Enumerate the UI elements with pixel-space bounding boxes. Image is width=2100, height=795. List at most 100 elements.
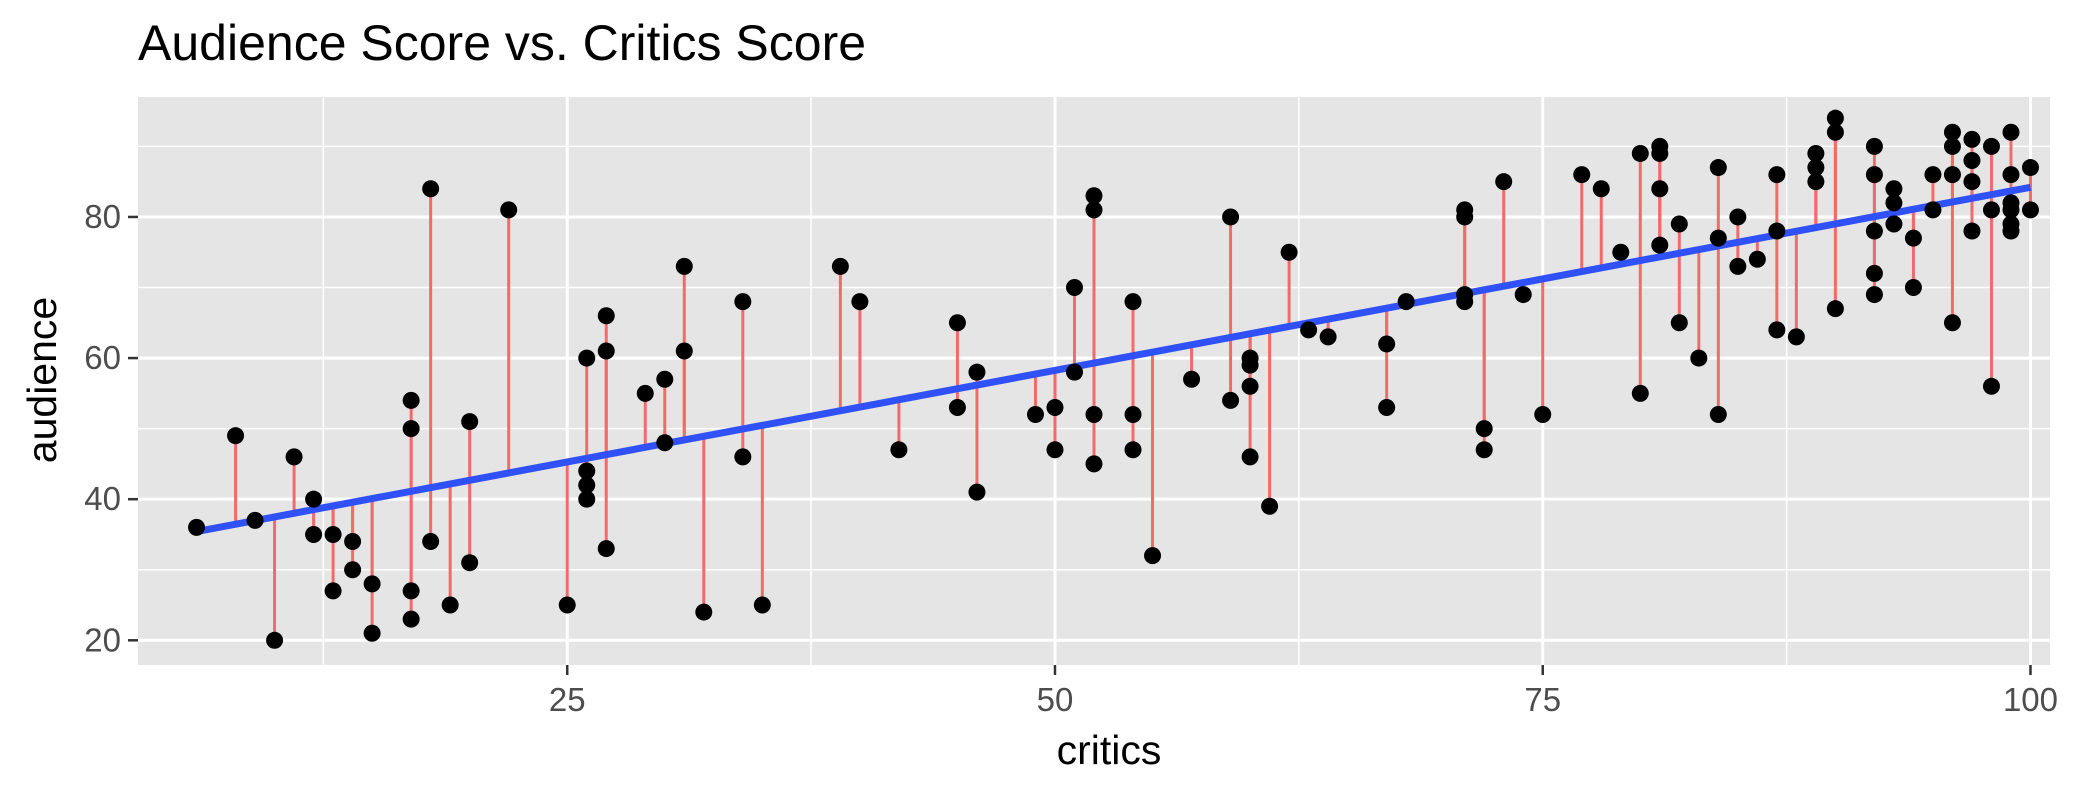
data-point <box>363 575 381 593</box>
data-point <box>1378 335 1396 353</box>
data-point <box>1144 547 1162 565</box>
data-point <box>1046 441 1064 459</box>
data-point <box>246 511 264 529</box>
data-point <box>402 610 420 628</box>
data-point <box>1534 406 1552 424</box>
y-tick-label: 80 <box>84 198 121 235</box>
data-point <box>402 391 420 409</box>
data-point <box>1943 137 1961 155</box>
data-point <box>1865 286 1883 304</box>
data-point <box>1222 391 1240 409</box>
data-point <box>285 448 303 466</box>
data-point <box>1807 144 1825 162</box>
data-point <box>1065 279 1083 297</box>
data-point <box>597 540 615 558</box>
data-point <box>1943 166 1961 184</box>
data-point <box>1787 328 1805 346</box>
data-point <box>1670 314 1688 332</box>
data-point <box>948 314 966 332</box>
data-point <box>1241 356 1259 374</box>
data-point <box>734 448 752 466</box>
data-point <box>1651 144 1669 162</box>
x-axis-ticks: 25 50 75 100 <box>549 665 2058 718</box>
chart-title: Audience Score vs. Critics Score <box>138 15 866 71</box>
data-point <box>1085 187 1103 205</box>
data-point <box>461 554 479 572</box>
data-point <box>1963 222 1981 240</box>
data-point <box>578 476 596 494</box>
data-point <box>1729 257 1747 275</box>
data-point <box>1456 201 1474 219</box>
data-point <box>1046 398 1064 416</box>
data-point <box>2002 123 2020 141</box>
data-point <box>344 533 362 551</box>
data-point <box>753 596 771 614</box>
data-point <box>1300 321 1318 339</box>
data-point <box>1982 377 2000 395</box>
data-point <box>305 525 323 543</box>
x-axis-title: critics <box>1057 727 1162 773</box>
data-point <box>1904 229 1922 247</box>
data-point <box>2002 166 2020 184</box>
data-point <box>266 631 284 649</box>
data-point <box>597 307 615 325</box>
data-point <box>1651 180 1669 198</box>
data-point <box>1924 201 1942 219</box>
data-point <box>1885 180 1903 198</box>
data-point <box>597 342 615 360</box>
data-point <box>1124 406 1142 424</box>
data-point <box>948 398 966 416</box>
data-point <box>1592 180 1610 198</box>
data-point <box>188 518 206 536</box>
data-point <box>1885 215 1903 233</box>
data-point <box>422 180 440 198</box>
data-point <box>1475 420 1493 438</box>
data-point <box>1475 441 1493 459</box>
data-point <box>695 603 713 621</box>
data-point <box>1963 130 1981 148</box>
data-point <box>363 624 381 642</box>
data-point <box>1495 173 1513 191</box>
data-point <box>1670 215 1688 233</box>
data-point <box>1085 406 1103 424</box>
data-point <box>1924 166 1942 184</box>
data-point <box>1807 159 1825 177</box>
data-point <box>1865 264 1883 282</box>
data-point <box>968 483 986 501</box>
data-point <box>1456 293 1474 311</box>
data-point <box>461 413 479 431</box>
y-axis-title: audience <box>19 297 65 463</box>
data-point <box>1826 109 1844 127</box>
data-point <box>1943 314 1961 332</box>
data-point <box>890 441 908 459</box>
data-point <box>1807 173 1825 191</box>
data-point <box>734 293 752 311</box>
data-point <box>500 201 518 219</box>
data-point <box>1709 159 1727 177</box>
y-axis-ticks: 20 40 60 80 <box>84 198 138 658</box>
data-point <box>1222 208 1240 226</box>
data-point <box>578 490 596 508</box>
data-point <box>1612 243 1630 261</box>
data-point <box>1904 279 1922 297</box>
data-point <box>1982 201 2000 219</box>
y-tick-label: 60 <box>84 339 121 376</box>
data-point <box>324 582 342 600</box>
data-point <box>1631 144 1649 162</box>
data-point <box>1963 173 1981 191</box>
data-point <box>675 257 693 275</box>
data-point <box>1026 406 1044 424</box>
data-point <box>402 420 420 438</box>
data-point <box>2021 159 2039 177</box>
x-tick-label: 25 <box>549 681 586 718</box>
data-point <box>1514 286 1532 304</box>
data-point <box>1709 229 1727 247</box>
data-point <box>344 561 362 579</box>
data-point <box>851 293 869 311</box>
data-point <box>422 533 440 551</box>
data-point <box>656 434 674 452</box>
data-point <box>1943 123 1961 141</box>
data-point <box>675 342 693 360</box>
data-point <box>1085 201 1103 219</box>
